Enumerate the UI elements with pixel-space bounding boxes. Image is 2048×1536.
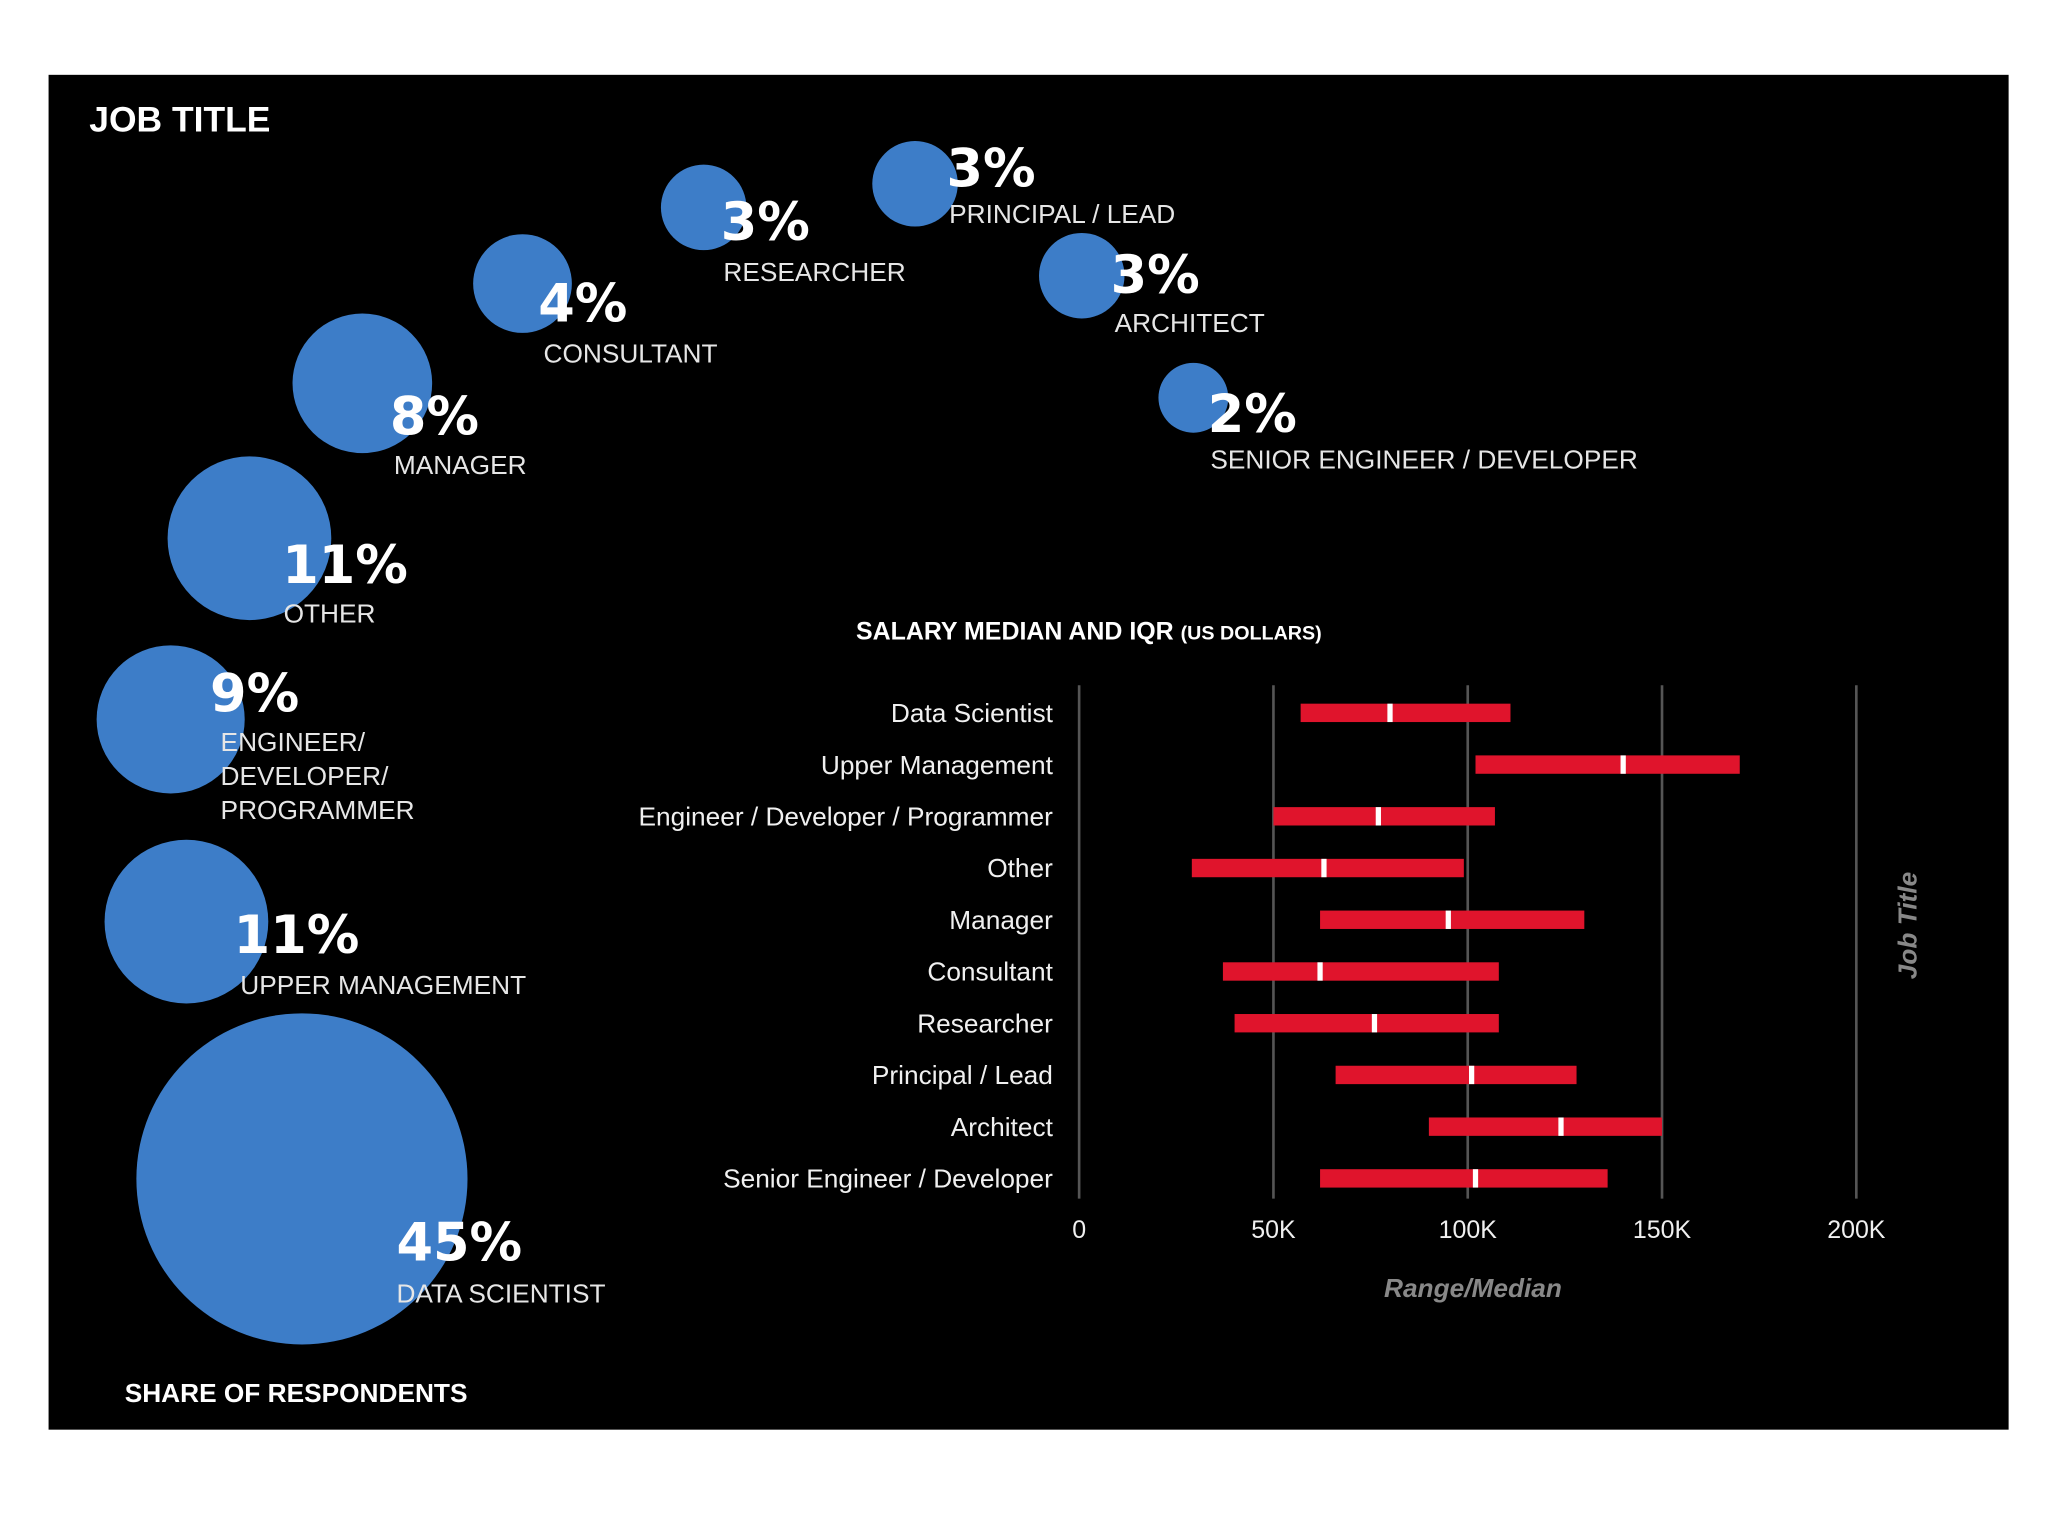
y-tick-label: Other [987,853,1053,883]
median-tick [1558,1117,1564,1136]
iqr-bar [1191,858,1464,878]
category-label: CONSULTANT [544,338,718,368]
bubble [473,234,572,333]
y-tick-label: Manager [949,905,1053,935]
x-tick-label: 200K [1827,1216,1886,1244]
category-label: UPPER MANAGEMENT [240,970,526,1000]
bubble [660,164,747,251]
category-label: DATA SCIENTIST [396,1278,605,1308]
y-tick-label: Researcher [917,1008,1053,1038]
iqr-bar [1320,910,1585,929]
iqr-bar [1222,962,1499,981]
category-label: MANAGER [394,450,527,480]
iqr-bar [1335,1065,1577,1085]
median-tick [1620,755,1626,774]
value-label: 11% [282,535,408,596]
median-tick [1445,910,1451,929]
bubble [167,456,332,621]
chart-title: SALARY MEDIAN AND IQR [856,617,1174,645]
value-label: 3% [721,192,810,253]
iqr-bar [1320,1169,1608,1188]
y-tick-label: Engineer / Developer / Programmer [639,802,1054,832]
iqr-bar [1428,1117,1663,1136]
x-axis-label: Range/Median [1384,1273,1562,1303]
category-label: SENIOR ENGINEER / DEVELOPER [1210,445,1637,475]
iqr-bar [1234,1014,1499,1033]
y-tick-label: Principal / Lead [872,1060,1053,1090]
category-label: PRINCIPAL / LEAD [949,199,1175,229]
bubble [136,1013,468,1345]
category-label: ENGINEER/ DEVELOPER/ PROGRAMMER [220,728,415,826]
value-label: 45% [396,1212,522,1273]
category-label: RESEARCHER [723,257,905,287]
category-label: ENGINEER/ DEVELOPER/ PROGRAMMER [220,728,415,826]
median-tick [1387,703,1393,723]
value-label: 3% [1111,245,1200,306]
y-tick-label: Senior Engineer / Developer [723,1164,1053,1194]
x-tick-label: 0 [1072,1216,1086,1244]
iqr-bar [1300,703,1511,723]
median-tick [1375,807,1381,826]
bubble [292,313,433,454]
value-label: 3% [947,138,1036,199]
chart-title: JOB TITLE [89,99,270,139]
x-tick-label: 50K [1251,1216,1296,1244]
bubble [104,839,269,1004]
chart-subtitle: (US DOLLARS) [1181,622,1322,644]
x-tick-label: 150K [1633,1216,1692,1244]
median-tick [1371,1014,1378,1033]
bubble [96,645,245,794]
bubble [1158,362,1229,433]
value-label: 9% [210,664,299,725]
chart-title: SALARY MEDIAN AND IQR (US DOLLARS) [856,617,1322,645]
iqr-bar [1273,807,1495,826]
category-label: ARCHITECT [1115,308,1265,338]
median-tick [1472,1169,1479,1188]
iqr-bar [1475,755,1740,774]
category-label: OTHER [284,598,376,628]
bubble [1039,232,1125,319]
median-tick [1317,962,1323,981]
median-tick [1468,1065,1475,1085]
value-label: 2% [1208,384,1297,445]
y-axis-label: Job Title [1893,872,1923,979]
y-tick-label: Upper Management [821,750,1054,780]
x-axis-label: SHARE OF RESPONDENTS [125,1378,468,1408]
value-label: 11% [234,905,360,966]
value-label: 4% [538,274,627,335]
y-tick-label: Consultant [927,957,1053,987]
value-label: 8% [390,387,479,448]
y-tick-label: Data Scientist [891,698,1054,728]
bubble [872,141,958,227]
x-tick-label: 100K [1439,1216,1498,1244]
y-tick-label: Architect [951,1112,1054,1142]
median-tick [1321,858,1327,878]
